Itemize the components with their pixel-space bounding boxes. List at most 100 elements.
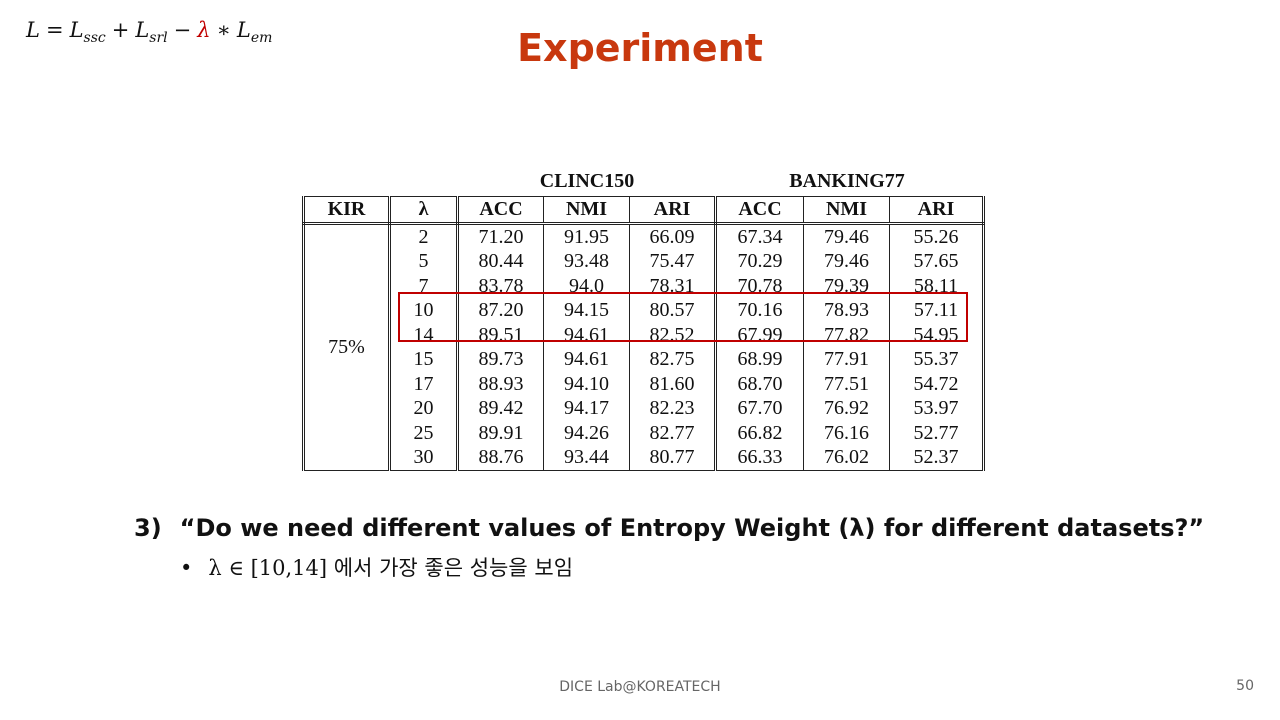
cell-lambda: 17 <box>389 371 459 396</box>
footer-lab-name: DICE Lab@KOREATECH <box>559 679 721 695</box>
cell-clinc-acc: 87.20 <box>457 298 544 323</box>
col-header-kir: KIR <box>302 196 391 225</box>
col-header-clinc-ari: ARI <box>629 196 717 225</box>
cell-clinc-nmi: 94.17 <box>543 396 630 421</box>
cell-clinc-nmi: 94.26 <box>543 420 630 445</box>
cell-clinc-acc: 89.42 <box>457 396 544 421</box>
formula-minus: − <box>173 18 192 42</box>
formula-term-ssc: Lssc <box>69 18 106 47</box>
cell-banking-ari: 54.72 <box>889 371 985 396</box>
cell-lambda: 30 <box>389 445 459 471</box>
cell-banking-acc: 67.34 <box>715 223 804 249</box>
formula-times: ∗ <box>216 18 231 42</box>
cell-clinc-ari: 82.77 <box>629 420 717 445</box>
table-row: 17 88.93 94.10 81.60 68.70 77.51 54.72 <box>304 371 985 396</box>
table-row: 7 83.78 94.0 78.31 70.78 79.39 58.11 <box>304 273 985 298</box>
col-header-lambda: λ <box>389 196 459 225</box>
cell-clinc-acc: 89.73 <box>457 347 544 372</box>
cell-banking-nmi: 78.93 <box>803 298 890 323</box>
cell-banking-acc: 70.78 <box>715 273 804 298</box>
bullet-marker: • <box>180 556 193 580</box>
formula-term-srl: Lsrl <box>135 18 168 47</box>
cell-banking-nmi: 76.02 <box>803 445 890 471</box>
table-group-headers: CLINC150 BANKING77 <box>302 170 982 196</box>
table-row: 30 88.76 93.44 80.77 66.33 76.02 52.37 <box>304 445 985 471</box>
cell-clinc-acc: 71.20 <box>457 223 544 249</box>
cell-banking-ari: 55.26 <box>889 223 985 249</box>
bullet-item: • λ ∈ [10,14] 에서 가장 좋은 성능을 보임 <box>180 552 573 582</box>
cell-clinc-acc: 88.76 <box>457 445 544 471</box>
bullet-math: λ ∈ [10,14] <box>208 556 328 580</box>
table-header-row: KIR λ ACC NMI ARI ACC NMI ARI <box>302 196 985 225</box>
formula-lambda: λ <box>197 18 211 42</box>
cell-clinc-nmi: 94.10 <box>543 371 630 396</box>
formula-eq: = <box>45 18 64 42</box>
cell-clinc-acc: 83.78 <box>457 273 544 298</box>
table-row: 75% 2 71.20 91.95 66.09 67.34 79.46 55.26 <box>302 223 985 471</box>
table-row: 20 89.42 94.17 82.23 67.70 76.92 53.97 <box>304 396 985 421</box>
cell-clinc-nmi: 93.48 <box>543 249 630 274</box>
cell-lambda: 7 <box>389 273 459 298</box>
cell-clinc-ari: 78.31 <box>629 273 717 298</box>
cell-clinc-nmi: 94.0 <box>543 273 630 298</box>
col-header-banking-acc: ACC <box>715 196 804 225</box>
cell-banking-acc: 70.16 <box>715 298 804 323</box>
table-row: 10 87.20 94.15 80.57 70.16 78.93 57.11 <box>304 298 985 323</box>
cell-clinc-nmi: 94.61 <box>543 322 630 347</box>
cell-banking-nmi: 77.91 <box>803 347 890 372</box>
formula-lhs: L <box>26 18 40 42</box>
formula-plus: + <box>111 18 130 42</box>
cell-banking-ari: 58.11 <box>889 273 985 298</box>
cell-clinc-ari: 80.77 <box>629 445 717 471</box>
cell-clinc-acc: 89.91 <box>457 420 544 445</box>
cell-clinc-acc: 88.93 <box>457 371 544 396</box>
table-row: 5 80.44 93.48 75.47 70.29 79.46 57.65 <box>304 249 985 274</box>
cell-banking-acc: 66.82 <box>715 420 804 445</box>
question-number: 3) <box>134 514 162 542</box>
cell-lambda: 10 <box>389 298 459 323</box>
cell-banking-ari: 53.97 <box>889 396 985 421</box>
col-header-clinc-acc: ACC <box>457 196 544 225</box>
col-header-clinc-nmi: NMI <box>543 196 630 225</box>
table-row: 25 89.91 94.26 82.77 66.82 76.16 52.77 <box>304 420 985 445</box>
cell-lambda: 14 <box>389 322 459 347</box>
table-row: 15 89.73 94.61 82.75 68.99 77.91 55.37 <box>304 347 985 372</box>
cell-banking-nmi: 79.39 <box>803 273 890 298</box>
cell-banking-ari: 54.95 <box>889 322 985 347</box>
slide-title: Experiment <box>517 26 763 70</box>
cell-banking-ari: 57.65 <box>889 249 985 274</box>
question-3: 3) “Do we need different values of Entrop… <box>134 514 1204 542</box>
cell-banking-acc: 68.70 <box>715 371 804 396</box>
cell-clinc-nmi: 93.44 <box>543 445 630 471</box>
cell-banking-acc: 67.70 <box>715 396 804 421</box>
cell-kir: 75% <box>302 223 391 471</box>
formula-term-em: Lem <box>236 18 273 47</box>
cell-clinc-nmi: 94.15 <box>543 298 630 323</box>
cell-banking-acc: 66.33 <box>715 445 804 471</box>
results-table-figure: CLINC150 BANKING77 KIR λ ACC NMI ARI ACC… <box>302 170 985 471</box>
cell-clinc-ari: 80.57 <box>629 298 717 323</box>
cell-clinc-nmi: 91.95 <box>543 223 630 249</box>
table-row: 14 89.51 94.61 82.52 67.99 77.82 54.95 <box>304 322 985 347</box>
cell-banking-acc: 68.99 <box>715 347 804 372</box>
cell-banking-nmi: 77.51 <box>803 371 890 396</box>
question-text: “Do we need different values of Entropy … <box>179 514 1205 542</box>
cell-clinc-acc: 89.51 <box>457 322 544 347</box>
cell-banking-acc: 67.99 <box>715 322 804 347</box>
cell-lambda: 25 <box>389 420 459 445</box>
cell-lambda: 2 <box>389 223 459 249</box>
cell-banking-nmi: 76.92 <box>803 396 890 421</box>
cell-banking-ari: 57.11 <box>889 298 985 323</box>
cell-clinc-ari: 82.23 <box>629 396 717 421</box>
col-header-banking-ari: ARI <box>889 196 985 225</box>
cell-banking-ari: 52.37 <box>889 445 985 471</box>
cell-banking-nmi: 79.46 <box>803 249 890 274</box>
cell-lambda: 20 <box>389 396 459 421</box>
cell-banking-nmi: 77.82 <box>803 322 890 347</box>
results-table: KIR λ ACC NMI ARI ACC NMI ARI 75% 2 71.20 9… <box>302 196 985 471</box>
page-number: 50 <box>1236 678 1254 694</box>
cell-clinc-ari: 66.09 <box>629 223 717 249</box>
cell-lambda: 5 <box>389 249 459 274</box>
cell-lambda: 15 <box>389 347 459 372</box>
cell-banking-acc: 70.29 <box>715 249 804 274</box>
